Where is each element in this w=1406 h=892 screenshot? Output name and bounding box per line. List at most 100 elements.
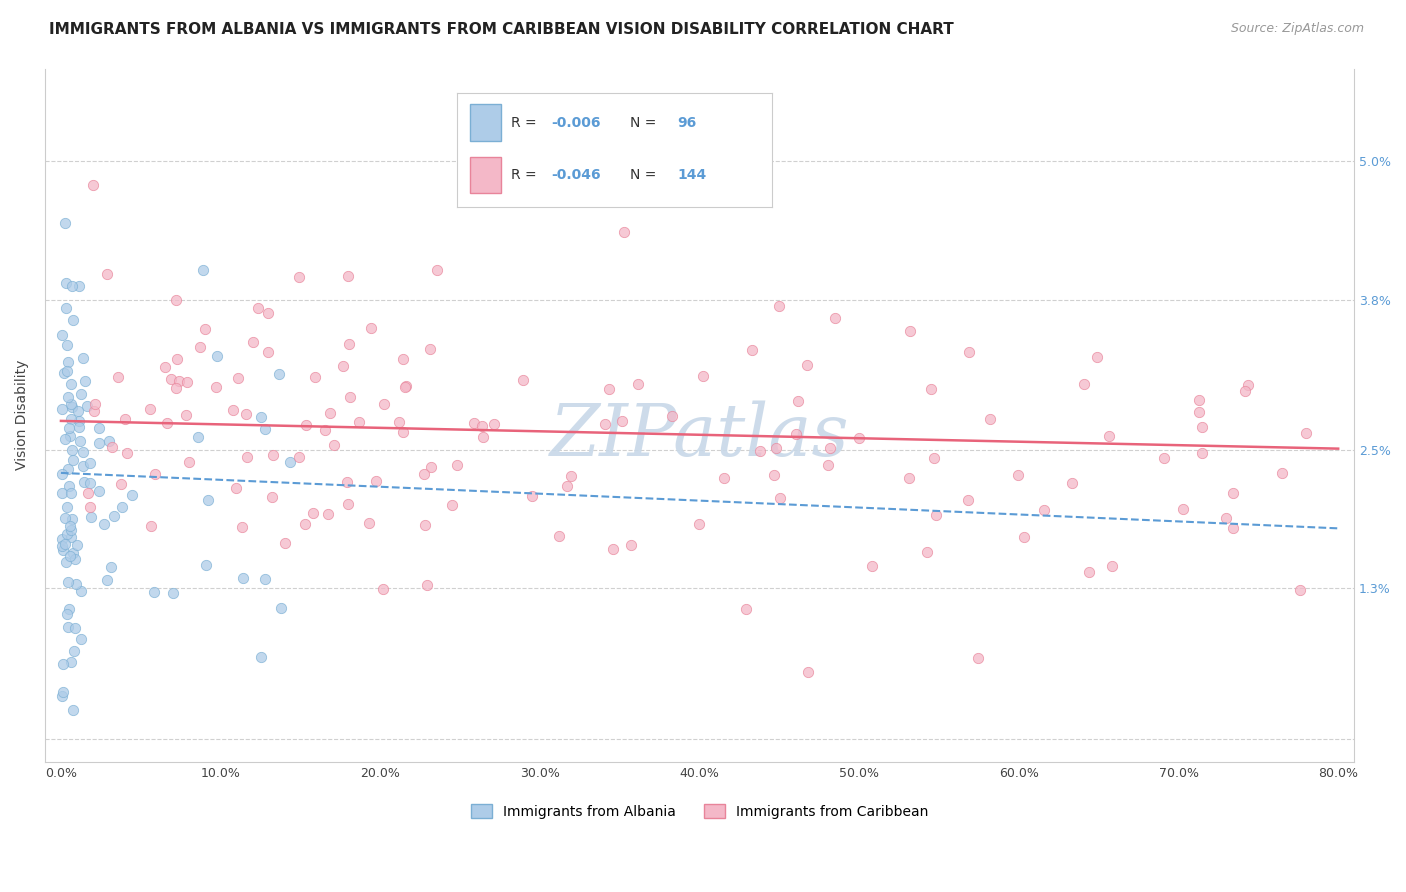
Point <box>176 375 198 389</box>
Text: IMMIGRANTS FROM ALBANIA VS IMMIGRANTS FROM CARIBBEAN VISION DISABILITY CORRELATI: IMMIGRANTS FROM ALBANIA VS IMMIGRANTS FR… <box>49 22 953 37</box>
Point <box>60 412 83 426</box>
Point <box>1033 502 1056 516</box>
Point <box>898 324 921 338</box>
Point <box>53 432 76 446</box>
Point <box>59 486 82 500</box>
Point <box>53 537 76 551</box>
Point <box>463 416 485 430</box>
Point <box>187 430 209 444</box>
Point <box>257 345 280 359</box>
Point <box>472 430 495 444</box>
Point <box>235 407 257 421</box>
Point <box>979 411 1001 425</box>
Point <box>51 689 73 703</box>
Point <box>898 471 921 485</box>
Point <box>391 352 413 367</box>
Point <box>1098 429 1121 443</box>
Point <box>56 607 79 621</box>
Point <box>797 665 820 680</box>
Point <box>55 555 77 569</box>
Point <box>65 621 87 635</box>
Point <box>100 559 122 574</box>
Point <box>143 467 166 482</box>
Point <box>413 467 436 481</box>
Point <box>62 546 84 560</box>
Point <box>471 418 494 433</box>
Point <box>103 509 125 524</box>
Point <box>824 310 846 325</box>
Point <box>58 602 80 616</box>
Point <box>360 320 382 334</box>
Point <box>860 559 883 574</box>
Point <box>58 479 80 493</box>
Point <box>560 469 582 483</box>
Point <box>1271 466 1294 480</box>
Point <box>142 584 165 599</box>
Point <box>786 393 808 408</box>
Point <box>314 423 336 437</box>
Point <box>613 225 636 239</box>
Point <box>1188 392 1211 407</box>
Point <box>60 512 83 526</box>
Point <box>785 427 807 442</box>
Point <box>72 459 94 474</box>
Point <box>364 474 387 488</box>
Point <box>59 549 82 563</box>
Point <box>602 542 624 557</box>
Point <box>593 417 616 431</box>
Point <box>62 453 84 467</box>
Point <box>60 530 83 544</box>
Point <box>1222 521 1244 535</box>
Point <box>70 387 93 401</box>
Point <box>63 552 86 566</box>
Point <box>59 429 82 443</box>
Point <box>413 517 436 532</box>
Point <box>920 382 942 396</box>
Point <box>1222 486 1244 500</box>
Point <box>96 267 118 281</box>
Point <box>236 450 259 465</box>
Point <box>156 416 179 430</box>
Point <box>1101 558 1123 573</box>
Point <box>111 500 134 514</box>
Point <box>749 444 772 458</box>
Point <box>250 410 273 425</box>
Point <box>388 415 411 429</box>
Point <box>141 519 163 533</box>
Point <box>204 380 226 394</box>
Point <box>270 601 292 615</box>
Point <box>225 481 247 495</box>
Point <box>337 497 360 511</box>
Point <box>51 467 73 482</box>
Point <box>56 575 79 590</box>
Point <box>957 344 980 359</box>
Point <box>231 520 253 534</box>
Point <box>59 523 82 537</box>
Point <box>247 301 270 315</box>
Point <box>107 369 129 384</box>
Point <box>97 434 120 449</box>
Point <box>373 397 395 411</box>
Y-axis label: Vision Disability: Vision Disability <box>15 360 30 470</box>
Point <box>1007 467 1029 482</box>
Point <box>1153 451 1175 466</box>
Point <box>160 372 183 386</box>
Point <box>59 377 82 392</box>
Text: ZIPatlas: ZIPatlas <box>550 401 849 471</box>
Point <box>273 536 295 550</box>
Point <box>1085 350 1108 364</box>
Point <box>165 380 187 394</box>
Point <box>316 507 339 521</box>
Point <box>56 500 79 514</box>
Point <box>52 543 75 558</box>
Point <box>67 414 90 428</box>
Point <box>1236 378 1258 392</box>
Point <box>250 650 273 665</box>
Point <box>51 327 73 342</box>
Point <box>1191 420 1213 434</box>
Point <box>76 486 98 500</box>
Point <box>89 483 111 498</box>
Point <box>482 417 505 431</box>
Point <box>357 516 380 531</box>
Point <box>394 380 416 394</box>
